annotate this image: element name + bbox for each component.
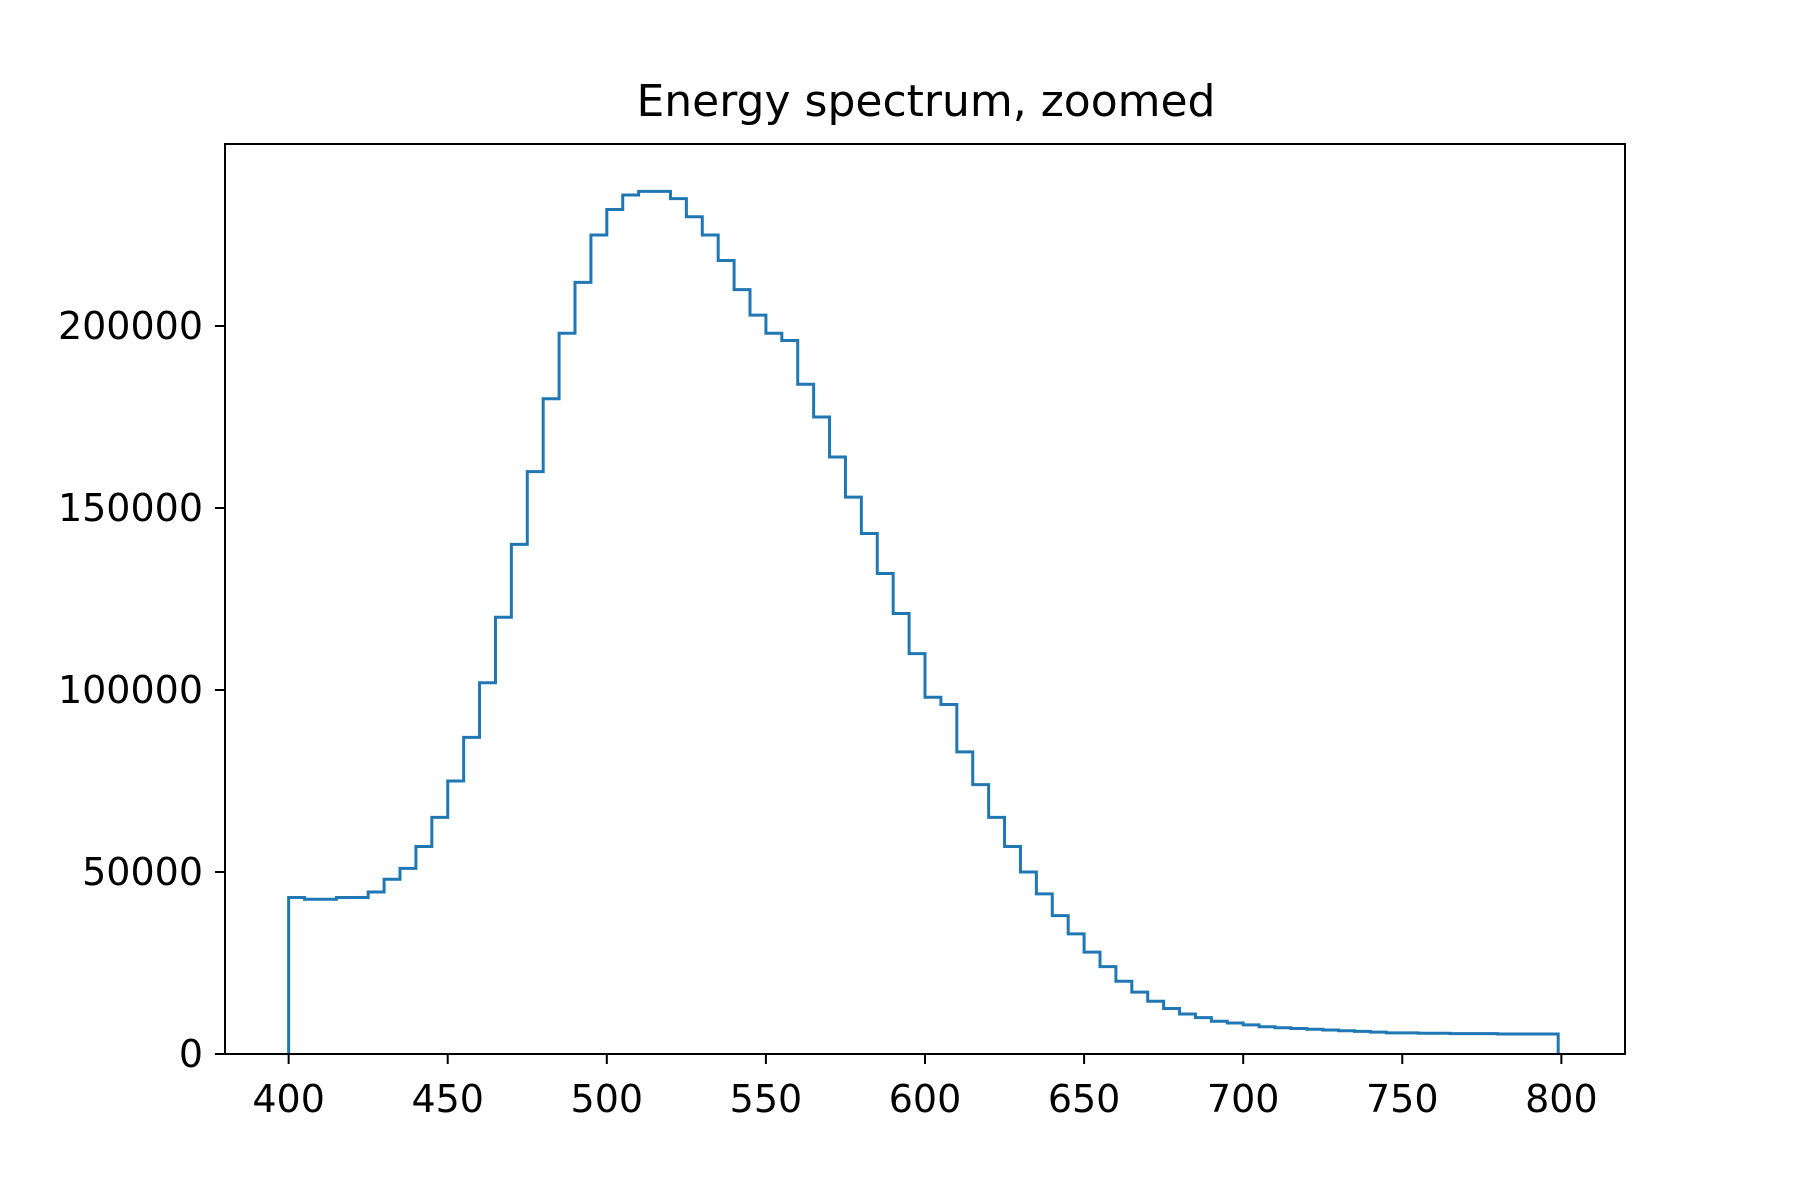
spectrum-series-line [287, 189, 1560, 1054]
y-tick-label: 0 [179, 1032, 203, 1076]
plot-frame [224, 143, 1626, 1055]
plot-area [287, 189, 1560, 1054]
chart-title: Energy spectrum, zoomed [636, 76, 1215, 127]
x-tick-label: 650 [1048, 1077, 1121, 1121]
y-tick-label: 150000 [58, 486, 203, 530]
y-tick-label: 100000 [58, 668, 203, 712]
x-tick-label: 700 [1207, 1077, 1280, 1121]
y-axis: 0 50000 100000 150000 200000 [58, 304, 225, 1076]
x-tick-label: 750 [1366, 1077, 1439, 1121]
x-tick-label: 550 [730, 1077, 803, 1121]
x-axis: 400 450 500 550 600 650 700 750 800 [252, 1054, 1598, 1121]
x-tick-label: 600 [889, 1077, 962, 1121]
x-tick-label: 500 [571, 1077, 644, 1121]
y-tick-label: 200000 [58, 304, 203, 348]
x-tick-label: 400 [252, 1077, 325, 1121]
x-tick-label: 800 [1525, 1077, 1598, 1121]
x-tick-label: 450 [411, 1077, 484, 1121]
y-tick-label: 50000 [82, 850, 203, 894]
